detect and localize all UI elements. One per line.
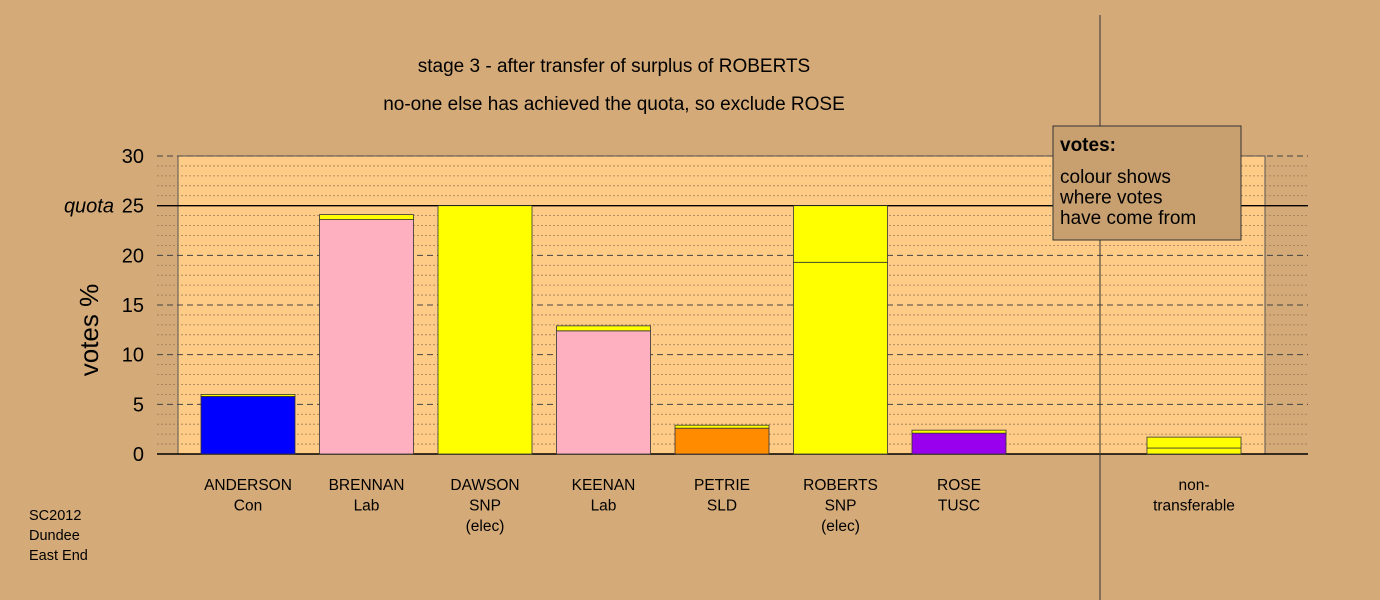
- bar-brennan-segment: [319, 214, 414, 220]
- bar-dawson-label: DAWSON: [450, 477, 519, 494]
- chart-title: stage 3 - after transfer of surplus of R…: [418, 56, 810, 77]
- bar-keenan-label: KEENAN: [572, 477, 636, 494]
- footer-note: SC2012 Dundee East End: [29, 508, 88, 564]
- footer-line: East End: [29, 548, 88, 564]
- bar-nontransferable-segment: [1146, 447, 1242, 455]
- bar-roberts-segment: [793, 261, 888, 455]
- y-tick-label: 0: [133, 444, 144, 466]
- legend-title: votes:: [1060, 135, 1116, 156]
- legend-box: [1052, 125, 1242, 241]
- bar-roberts-segment: [793, 205, 888, 263]
- bar-rose-label: ROSE: [937, 477, 981, 494]
- bar-nontransferable-label: non-: [1178, 477, 1209, 494]
- bar-petrie-label: PETRIE: [694, 477, 750, 494]
- bar-brennan-segment: [319, 219, 414, 455]
- footer-line: SC2012: [29, 508, 81, 524]
- y-tick-label: 10: [122, 345, 144, 367]
- bar-anderson-segment: [200, 395, 296, 455]
- bar-roberts-label: (elec): [821, 518, 860, 535]
- legend-line: where votes: [1059, 188, 1162, 209]
- footer-line: Dundee: [29, 528, 80, 544]
- y-axis: 0 5 10 15 20 25 30: [122, 146, 144, 466]
- bar-rose-label: TUSC: [938, 498, 980, 515]
- chart-subtitle: no-one else has achieved the quota, so e…: [383, 94, 845, 115]
- x-axis-labels: ANDERSON Con BRENNAN Lab DAWSON SNP (elec) KEEN…: [204, 477, 1235, 535]
- bar-roberts-label: SNP: [825, 498, 857, 515]
- bar-dawson-label: SNP: [469, 498, 501, 515]
- bar-keenan-label: Lab: [591, 498, 617, 515]
- y-tick-label: 15: [122, 295, 144, 317]
- bar-petrie-segment: [674, 427, 770, 455]
- y-tick-label: 30: [122, 146, 144, 168]
- bar-petrie-label: SLD: [707, 498, 737, 515]
- bars: [200, 205, 1242, 455]
- y-tick-label: 5: [133, 394, 144, 416]
- bar-nontransferable-segment: [1146, 436, 1242, 449]
- bar-roberts-label: ROBERTS: [803, 477, 878, 494]
- bar-anderson-segment: [200, 393, 296, 397]
- bar-petrie-segment: [674, 424, 770, 429]
- bar-anderson-label: ANDERSON: [204, 477, 292, 494]
- bar-keenan-segment: [556, 330, 651, 455]
- legend-line: colour shows: [1060, 167, 1171, 188]
- bar-nontransferable-label: transferable: [1153, 498, 1235, 515]
- bar-rose-segment: [911, 432, 1007, 455]
- y-axis-label: votes %: [74, 284, 104, 377]
- bar-rose-segment: [911, 429, 1007, 434]
- y-tick-label: 20: [122, 245, 144, 267]
- bar-brennan-label: BRENNAN: [329, 477, 405, 494]
- legend-line: have come from: [1060, 208, 1196, 229]
- bar-dawson-segment: [437, 205, 533, 455]
- bar-keenan-segment: [556, 325, 651, 332]
- y-tick-label: 25: [122, 196, 144, 218]
- bar-brennan-label: Lab: [354, 498, 380, 515]
- legend: votes: colour shows where votes have com…: [1052, 125, 1242, 241]
- bar-anderson-label: Con: [234, 498, 262, 515]
- quota-label: quota: [64, 196, 114, 218]
- bar-dawson-label: (elec): [466, 518, 505, 535]
